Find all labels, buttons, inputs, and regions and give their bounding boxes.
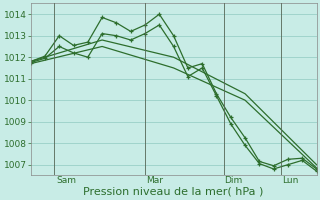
- Text: Sam: Sam: [56, 176, 76, 185]
- Text: Lun: Lun: [283, 176, 299, 185]
- Text: Dim: Dim: [225, 176, 243, 185]
- Text: Mar: Mar: [147, 176, 164, 185]
- X-axis label: Pression niveau de la mer( hPa ): Pression niveau de la mer( hPa ): [84, 187, 264, 197]
